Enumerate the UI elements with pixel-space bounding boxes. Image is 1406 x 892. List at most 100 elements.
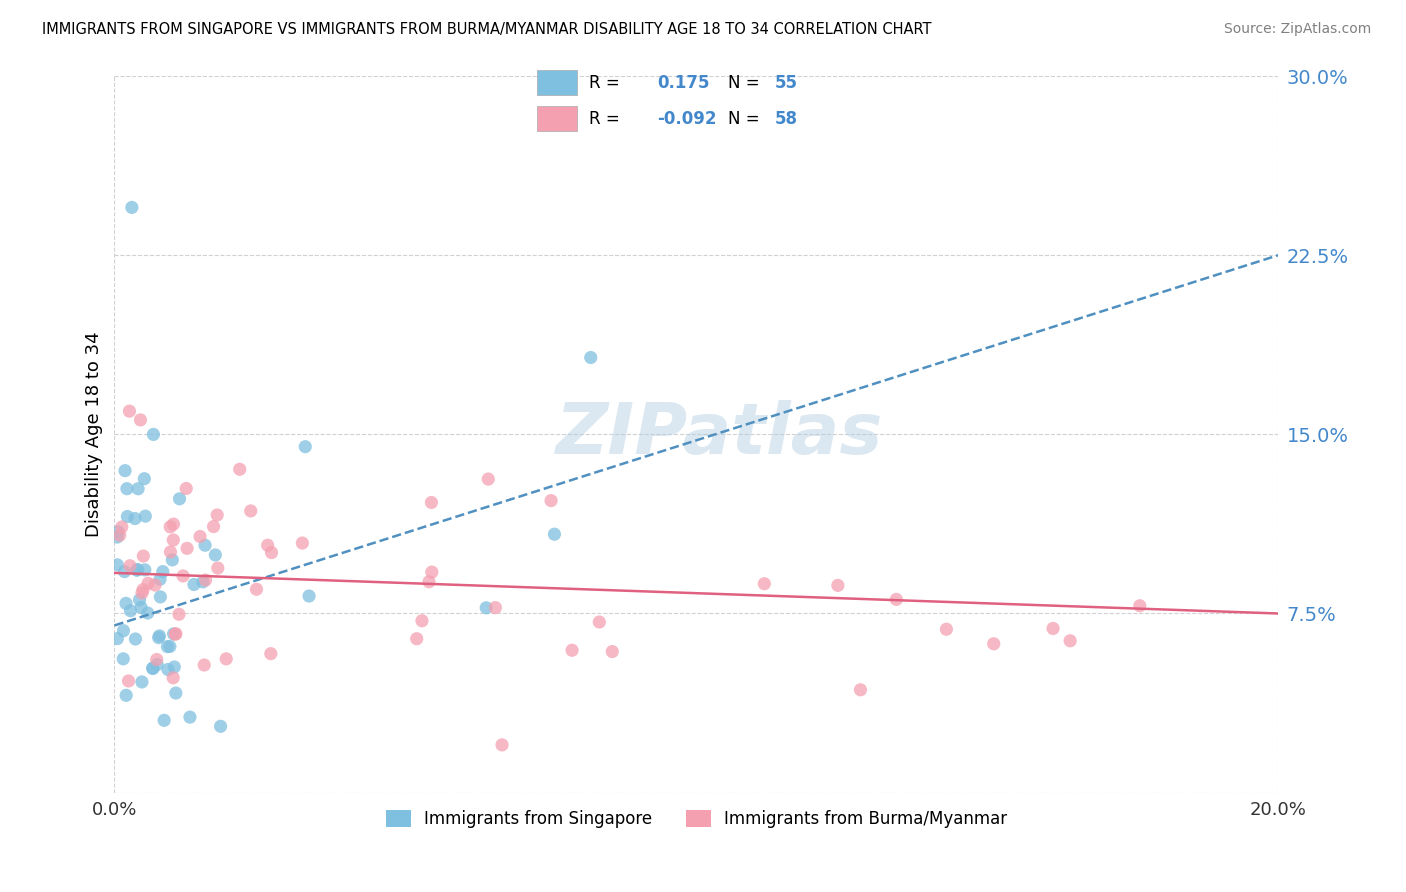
Point <box>142 661 165 675</box>
FancyBboxPatch shape <box>537 105 576 130</box>
Point <box>107 524 129 539</box>
Point <box>561 643 583 657</box>
Point <box>477 472 499 486</box>
Point <box>298 589 321 603</box>
Point <box>209 719 232 733</box>
Point <box>600 644 623 658</box>
Point <box>121 201 143 215</box>
Point <box>194 538 217 552</box>
Point <box>129 600 152 615</box>
Point <box>136 606 159 620</box>
Point <box>132 582 155 597</box>
Point <box>179 710 201 724</box>
Point <box>174 482 197 496</box>
Point <box>125 563 148 577</box>
Point <box>165 686 187 700</box>
Point <box>112 652 135 666</box>
Point <box>159 545 181 559</box>
Point <box>543 527 565 541</box>
Point <box>935 622 957 636</box>
Y-axis label: Disability Age 18 to 34: Disability Age 18 to 34 <box>86 332 103 537</box>
Point <box>162 517 184 532</box>
Point <box>146 657 169 672</box>
Point <box>159 520 181 534</box>
Point <box>194 573 217 587</box>
Point <box>117 673 139 688</box>
Point <box>215 652 238 666</box>
Point <box>291 536 314 550</box>
Text: Source: ZipAtlas.com: Source: ZipAtlas.com <box>1223 22 1371 37</box>
Point <box>294 440 316 454</box>
Point <box>142 427 165 442</box>
Point <box>411 614 433 628</box>
Text: 55: 55 <box>775 74 797 92</box>
Point <box>115 596 138 610</box>
Point <box>108 528 131 542</box>
Point <box>145 652 167 666</box>
Point <box>849 682 872 697</box>
Point <box>134 472 156 486</box>
Point <box>165 626 187 640</box>
Text: 0.175: 0.175 <box>657 74 710 92</box>
Point <box>588 615 610 629</box>
Text: IMMIGRANTS FROM SINGAPORE VS IMMIGRANTS FROM BURMA/MYANMAR DISABILITY AGE 18 TO : IMMIGRANTS FROM SINGAPORE VS IMMIGRANTS … <box>42 22 932 37</box>
Legend: Immigrants from Singapore, Immigrants from Burma/Myanmar: Immigrants from Singapore, Immigrants fr… <box>380 803 1014 835</box>
Point <box>134 509 156 524</box>
Point <box>114 464 136 478</box>
Point <box>134 563 156 577</box>
Point <box>418 574 440 589</box>
Point <box>176 541 198 556</box>
Point <box>169 491 191 506</box>
Point <box>193 658 215 673</box>
Point <box>475 600 498 615</box>
Point <box>172 569 194 583</box>
Point <box>129 413 152 427</box>
Point <box>156 663 179 677</box>
Text: N =: N = <box>728 74 759 92</box>
Point <box>1059 633 1081 648</box>
Point <box>159 640 181 654</box>
Point <box>420 495 443 509</box>
Point <box>120 604 142 618</box>
Point <box>111 520 134 534</box>
Point <box>540 493 562 508</box>
Text: ZIPatlas: ZIPatlas <box>555 400 883 469</box>
Point <box>245 582 267 597</box>
Point <box>143 578 166 592</box>
Point <box>827 578 849 592</box>
Point <box>579 351 602 365</box>
Point <box>183 577 205 591</box>
Point <box>149 572 172 586</box>
Point <box>188 529 211 543</box>
Point <box>148 629 170 643</box>
Text: N =: N = <box>728 110 759 128</box>
Point <box>420 565 443 579</box>
Point <box>167 607 190 622</box>
Point <box>405 632 427 646</box>
Point <box>260 545 283 559</box>
Point <box>115 688 138 702</box>
Point <box>124 632 146 646</box>
Point <box>117 509 139 524</box>
Point <box>239 504 262 518</box>
Point <box>136 576 159 591</box>
Point <box>124 511 146 525</box>
Point <box>202 519 225 533</box>
Point <box>162 533 184 547</box>
Point <box>105 530 128 544</box>
Point <box>484 600 506 615</box>
Point <box>228 462 250 476</box>
Point <box>886 592 908 607</box>
Point <box>142 661 165 675</box>
Point <box>114 565 136 579</box>
Point <box>131 586 153 600</box>
Text: R =: R = <box>589 74 620 92</box>
Point <box>165 627 187 641</box>
Point <box>132 549 155 563</box>
Point <box>204 548 226 562</box>
Point <box>207 561 229 575</box>
Point <box>191 574 214 589</box>
Point <box>112 624 135 638</box>
Point <box>105 632 128 646</box>
Point <box>163 660 186 674</box>
